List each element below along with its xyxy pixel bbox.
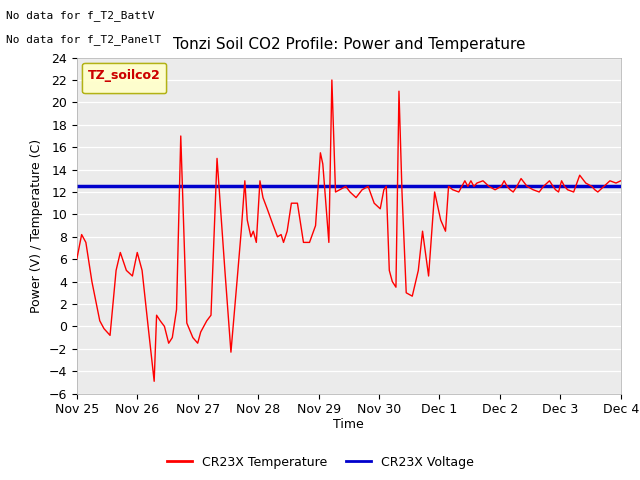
Legend: 	[83, 63, 166, 93]
Text: No data for f_T2_PanelT: No data for f_T2_PanelT	[6, 34, 162, 45]
X-axis label: Time: Time	[333, 418, 364, 431]
Legend: CR23X Temperature, CR23X Voltage: CR23X Temperature, CR23X Voltage	[161, 451, 479, 474]
Y-axis label: Power (V) / Temperature (C): Power (V) / Temperature (C)	[30, 139, 43, 312]
Title: Tonzi Soil CO2 Profile: Power and Temperature: Tonzi Soil CO2 Profile: Power and Temper…	[173, 37, 525, 52]
Text: No data for f_T2_BattV: No data for f_T2_BattV	[6, 10, 155, 21]
